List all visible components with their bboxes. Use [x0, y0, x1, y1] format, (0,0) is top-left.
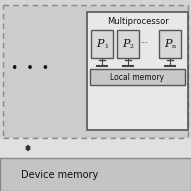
- Bar: [90, 69, 185, 85]
- Text: P: P: [96, 39, 104, 49]
- Bar: [91, 30, 113, 58]
- Text: Multiprocessor: Multiprocessor: [107, 16, 168, 26]
- Bar: [159, 30, 181, 58]
- Bar: [0, 138, 191, 158]
- Text: n: n: [172, 45, 176, 49]
- Text: P: P: [164, 39, 172, 49]
- Text: Local memory: Local memory: [111, 73, 164, 82]
- Bar: [3, 5, 188, 138]
- Text: 1: 1: [104, 45, 108, 49]
- Text: P: P: [122, 39, 130, 49]
- Text: ···: ···: [140, 40, 148, 49]
- Bar: [87, 12, 188, 130]
- Bar: [117, 30, 139, 58]
- Text: Device memory: Device memory: [21, 169, 99, 180]
- Bar: [0, 158, 191, 191]
- Text: 2: 2: [130, 45, 134, 49]
- Text: •  •  •: • • •: [11, 62, 49, 74]
